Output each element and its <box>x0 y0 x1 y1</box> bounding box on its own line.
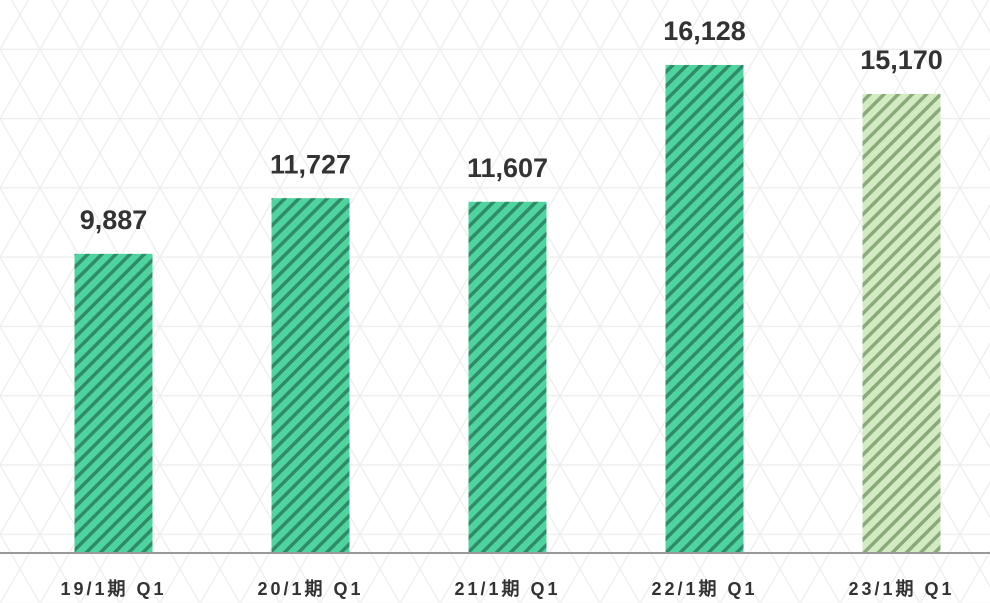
x-tick-label: 23/1期 Q1 <box>848 579 954 599</box>
x-tick-label: 22/1期 Q1 <box>651 579 757 599</box>
x-tick-label: 19/1期 Q1 <box>60 579 166 599</box>
bar <box>665 64 744 553</box>
value-label: 9,887 <box>80 205 148 235</box>
value-label: 15,170 <box>860 45 943 75</box>
bar <box>271 198 350 553</box>
x-tick-label: 21/1期 Q1 <box>454 579 560 599</box>
x-tick-label: 20/1期 Q1 <box>257 579 363 599</box>
value-label: 11,607 <box>467 153 548 183</box>
bar <box>862 93 941 554</box>
bar <box>468 201 547 553</box>
value-label: 16,128 <box>663 16 746 46</box>
bar <box>74 253 153 553</box>
value-label: 11,727 <box>270 149 351 179</box>
